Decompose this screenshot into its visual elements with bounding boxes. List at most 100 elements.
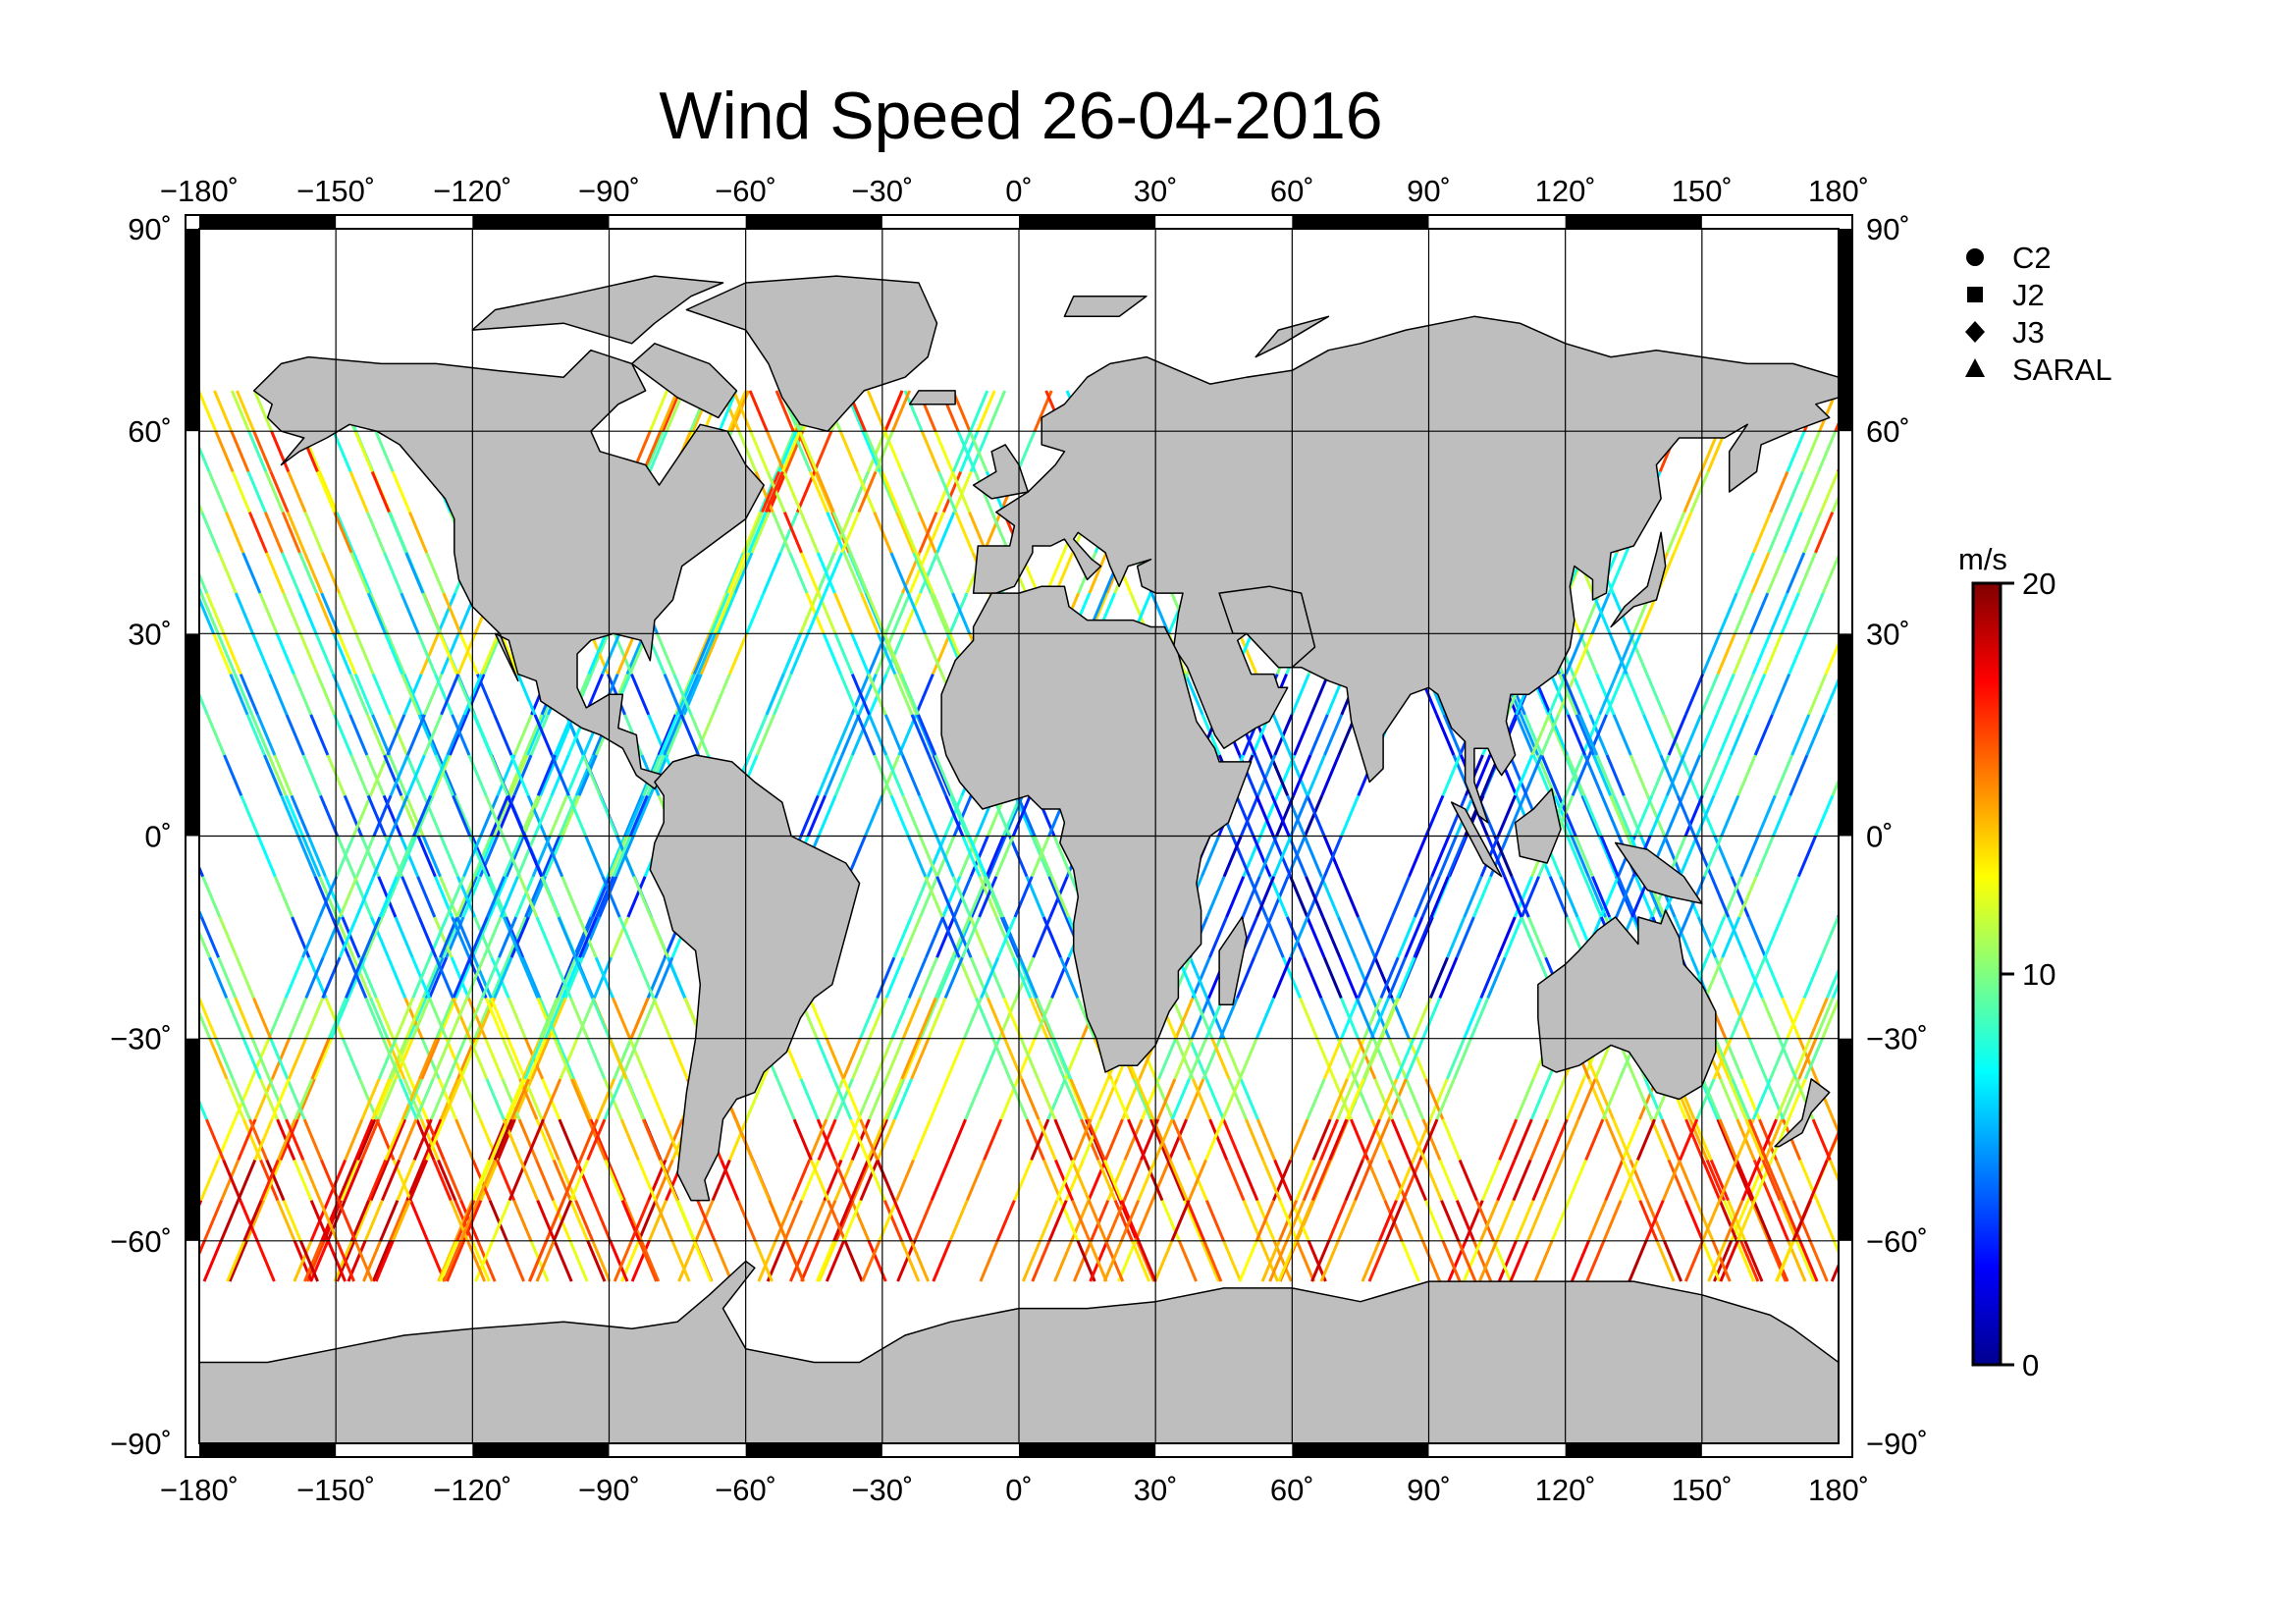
track-segment [336,1240,355,1282]
track-segment [818,1240,838,1282]
track-segment [591,1240,612,1282]
latitude-tick-label: −30˚ [1866,1022,1928,1056]
track-segment [910,1240,930,1282]
track-segment [1167,1118,1188,1161]
track-segment [239,674,259,716]
track-segment [1612,1118,1632,1161]
track-segment [434,956,454,999]
track-segment [696,1200,717,1242]
track-segment [1463,876,1483,918]
track-segment [1673,916,1693,958]
track-segment [125,755,141,795]
track-segment [1379,956,1400,999]
legend-label-j2: J2 [2012,278,2045,312]
track-segment [1455,1200,1475,1242]
track-segment [1319,1118,1340,1161]
track-segment [1643,1078,1664,1120]
track-segment [1619,1159,1639,1202]
track-segment [1929,877,1946,917]
track-segment [774,390,795,432]
track-segment [873,754,893,796]
track-segment [499,876,519,918]
track-segment [565,754,586,796]
track-segment [913,1200,934,1242]
track-segment [1132,1078,1152,1120]
track-segment [1564,754,1584,796]
track-segment [516,835,537,878]
track-segment [439,1240,459,1282]
track-segment [1615,876,1635,918]
track-segment [442,1240,462,1282]
track-segment [2146,513,2163,553]
track-segment [1718,592,1738,634]
track-segment [0,513,13,553]
track-segment [2189,553,2206,593]
track-segment [1369,997,1390,1040]
track-segment [897,512,918,554]
track-segment [1912,755,1929,795]
track-segment [0,998,9,1038]
track-segment [527,1038,548,1080]
track-segment [482,916,503,958]
track-segment [507,997,527,1040]
frame-segment-left [186,1038,199,1241]
track-segment [101,633,118,674]
track-segment [1567,714,1586,756]
track-segment [200,512,221,554]
track-segment [50,513,67,553]
track-segment [314,632,335,676]
track-segment [2223,471,2240,512]
track-segment [524,876,545,918]
track-segment [1821,997,1839,1040]
track-segment [1475,1200,1495,1242]
track-segment [256,714,277,756]
track-segment [1002,997,1023,1040]
longitude-tick-label: 150˚ [1672,1473,1733,1507]
track-segment [750,512,771,554]
track-segment [348,714,369,756]
track-segment [1578,632,1599,676]
track-segment [610,916,630,958]
track-segment [273,876,294,918]
track-segment [1926,431,1943,471]
track-segment [399,835,419,878]
track-segment [548,794,568,838]
track-segment [371,714,392,756]
track-segment [349,754,370,796]
track-segment [440,674,460,716]
track-segment [199,592,220,634]
track-segment [315,592,336,634]
track-segment [1918,755,1935,795]
track-segment [1750,552,1771,594]
track-segment [1272,835,1293,878]
track-segment [1684,1118,1705,1161]
track-segment [1191,1078,1211,1120]
track-segment [813,430,833,472]
track-segment [1157,1038,1178,1080]
track-segment [1716,632,1736,676]
track-segment [303,552,324,594]
track-segment [1353,1038,1373,1080]
track-segment [1689,470,1710,514]
track-segment [1912,917,1929,957]
track-segment [2027,795,2044,836]
track-segment [208,956,229,999]
track-segment [319,794,340,838]
track-segment [372,835,393,878]
track-segment [1520,916,1540,958]
track-segment [1151,1118,1172,1161]
longitude-tick-label: −150˚ [296,174,375,208]
track-segment [1270,794,1291,838]
track-segment [1786,552,1806,594]
track-segment [1389,1078,1410,1120]
track-segment [1153,1118,1174,1161]
track-segment [1322,1038,1343,1080]
track-segment [857,674,878,716]
track-segment [637,997,658,1040]
track-segment [1617,876,1637,918]
track-segment [2137,513,2154,553]
track-segment [296,835,317,878]
track-segment [2030,633,2047,674]
track-segment [1696,916,1717,958]
track-segment [958,835,979,878]
